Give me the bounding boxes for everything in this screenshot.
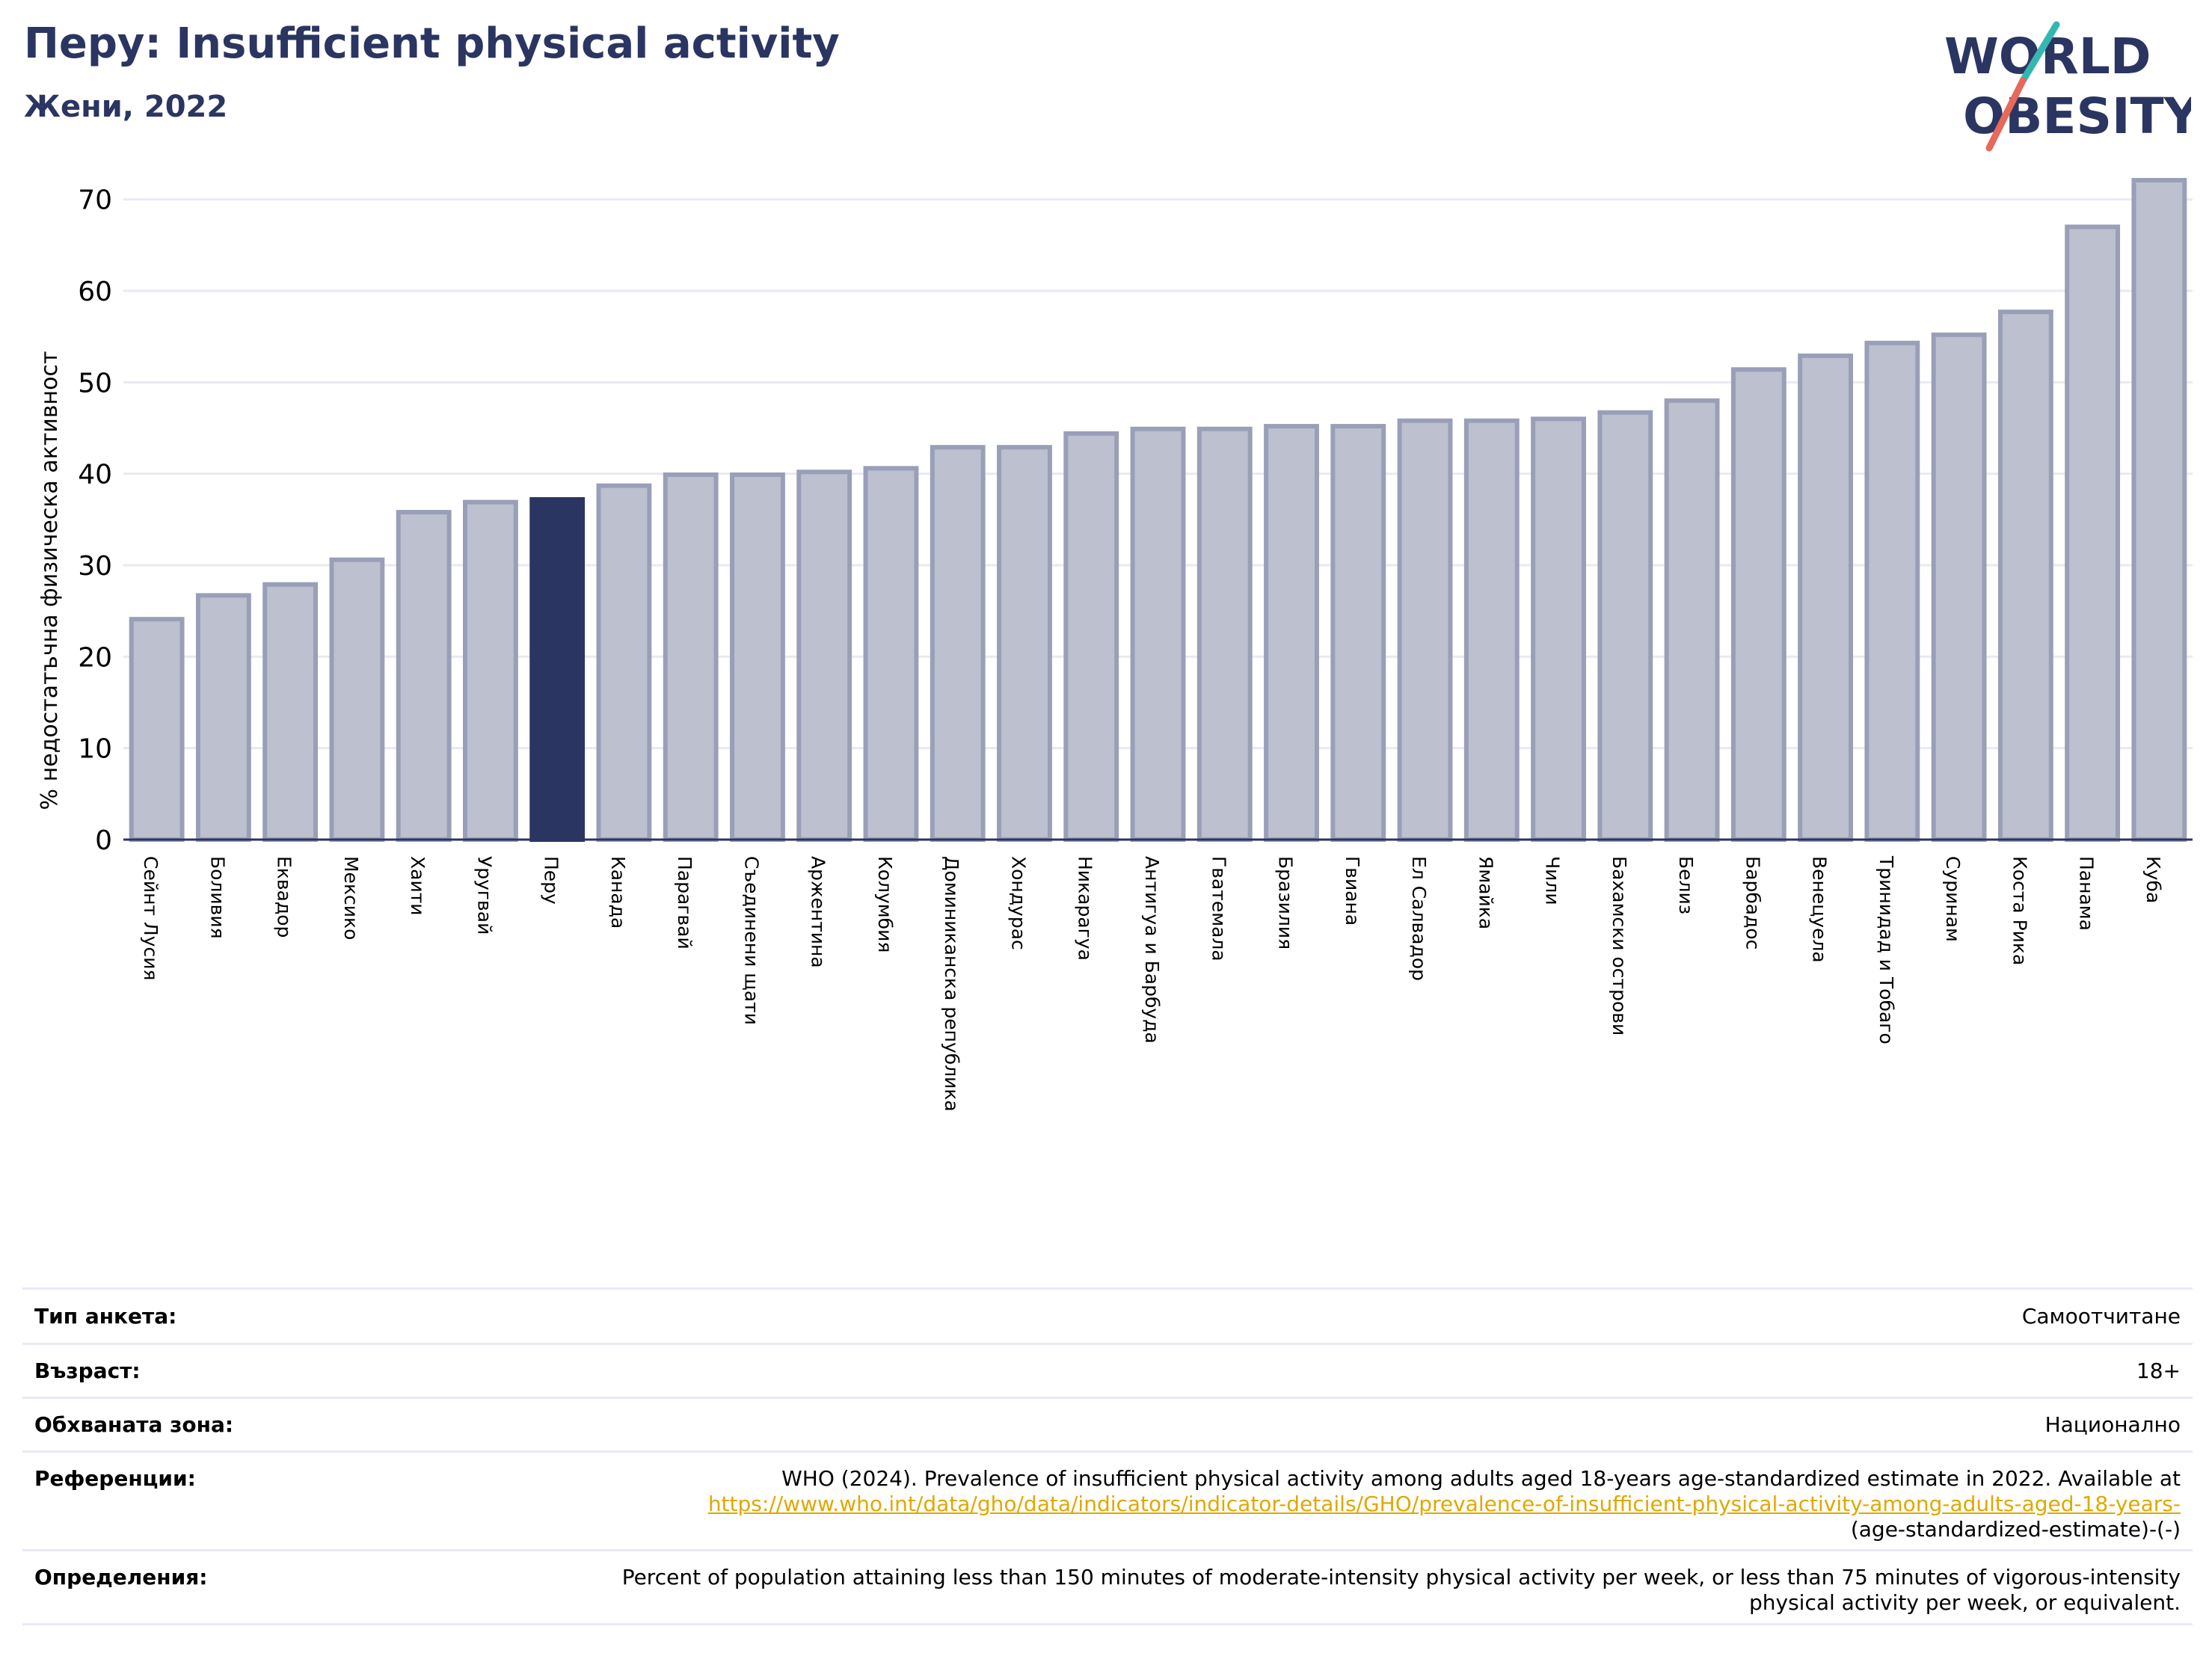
x-tick-label: Ел Салвадор <box>1408 856 1430 981</box>
x-tick-label: Гватемала <box>1208 856 1229 961</box>
info-row-references: Референции: WHO (2024). Prevalence of in… <box>22 1450 2193 1549</box>
y-axis-ticks: 0 10 20 30 40 50 60 70 <box>78 185 112 856</box>
info-value: Percent of population attaining less tha… <box>621 1565 2181 1615</box>
x-tick-label: Канада <box>607 856 629 929</box>
x-tick-label: Коста Рика <box>2009 856 2030 965</box>
bar <box>1196 426 1253 842</box>
x-tick-label: Бразилия <box>1275 856 1297 950</box>
x-tick-label: Хаити <box>407 856 428 916</box>
x-tick-label: Аржентина <box>808 856 829 968</box>
reference-text: WHO (2024). Prevalence of insufficient p… <box>781 1466 2181 1491</box>
x-tick-label: Антигуа и Барбуда <box>1141 856 1163 1044</box>
y-tick-label: 70 <box>78 185 112 216</box>
x-tick-label: Суринам <box>1942 856 1964 942</box>
y-tick-label: 10 <box>78 734 112 765</box>
info-row-survey-type: Тип анкета: Самоотчитане <box>22 1287 2193 1343</box>
info-value: WHO (2024). Prevalence of insufficient p… <box>708 1466 2181 1542</box>
x-tick-label: Колумбия <box>874 856 896 952</box>
bar <box>129 617 185 842</box>
x-tick-label: Гвиана <box>1342 856 1363 926</box>
info-label: Възраст: <box>34 1358 141 1383</box>
info-label: Обхваната зона: <box>34 1412 234 1437</box>
bar <box>1798 353 1853 843</box>
bar <box>463 499 518 843</box>
x-tick-label: Ямайка <box>1475 856 1496 929</box>
x-tick-label: Парагвай <box>674 856 695 950</box>
x-tick-label: Сейнт Лусия <box>140 856 162 981</box>
x-tick-label: Чили <box>1542 856 1564 905</box>
x-tick-label: Боливия <box>206 856 228 939</box>
info-value: 18+ <box>2136 1358 2181 1383</box>
x-tick-label: Доминиканска република <box>941 856 962 1112</box>
logo-line2: OBESITY <box>1963 87 2191 145</box>
y-axis-label: % недостатъчна физическа активност <box>37 351 63 810</box>
bar <box>863 466 919 842</box>
bar <box>1597 410 1653 842</box>
info-value: Самоотчитане <box>2021 1304 2181 1329</box>
x-tick-label: Перу <box>541 856 562 905</box>
info-label: Определения: <box>34 1565 208 1589</box>
y-tick-label: 60 <box>78 277 112 307</box>
bar <box>1931 332 1987 843</box>
x-tick-label: Съединени щати <box>740 856 762 1025</box>
y-tick-label: 50 <box>78 368 112 398</box>
x-tick-label: Уругвай <box>473 856 495 935</box>
bar <box>1864 340 1920 842</box>
bar <box>396 510 452 842</box>
x-tick-label: Хондурас <box>1007 856 1029 950</box>
bar <box>796 470 852 842</box>
world-obesity-logo: WORLD OBESITY <box>1944 21 2191 152</box>
info-label: Тип анкета: <box>34 1304 177 1329</box>
bar <box>930 445 986 842</box>
bar <box>1463 418 1520 842</box>
bar <box>1664 398 1720 842</box>
bar <box>1330 424 1386 842</box>
bar <box>195 593 251 842</box>
chart-subtitle: Жени, 2022 <box>24 90 228 124</box>
bar <box>997 445 1052 842</box>
bar <box>596 483 652 842</box>
bar <box>1730 367 1787 842</box>
x-axis-ticks: Сейнт Лусия Боливия Еквадор Мексико Хаити Уру… <box>140 855 2164 1112</box>
bar <box>1531 416 1586 842</box>
bar <box>663 472 719 842</box>
bar <box>2131 178 2187 842</box>
y-tick-label: 40 <box>78 460 112 490</box>
x-tick-label: Бахамски острови <box>1609 856 1630 1035</box>
info-label: Референции: <box>34 1466 196 1491</box>
x-tick-label: Белиз <box>1675 856 1697 914</box>
bar <box>730 472 785 842</box>
bars <box>129 178 2187 843</box>
bar <box>529 496 586 843</box>
x-tick-label: Панама <box>2076 856 2098 931</box>
y-tick-label: 0 <box>95 825 112 856</box>
bar <box>2065 224 2121 842</box>
x-tick-label: Никарагуа <box>1075 856 1096 961</box>
info-row-coverage: Обхваната зона: Национално <box>22 1397 2193 1450</box>
chart-title: Перу: Insufficient physical activity <box>24 19 840 68</box>
x-tick-label: Куба <box>2142 856 2164 903</box>
bar <box>1397 418 1453 842</box>
x-tick-label: Барбадос <box>1742 856 1763 950</box>
x-tick-label: Мексико <box>340 856 362 940</box>
reference-link[interactable]: https://www.who.int/data/gho/data/indica… <box>707 1492 2181 1516</box>
bar <box>1264 424 1319 842</box>
info-row-age: Възраст: 18+ <box>22 1343 2193 1397</box>
bar <box>1997 310 2053 842</box>
info-value: Национално <box>2044 1412 2181 1437</box>
y-tick-label: 30 <box>78 551 112 582</box>
bar <box>1063 431 1119 842</box>
bar-chart: 0 10 20 30 40 50 60 70 Сейнт Лусия Боливия Еквадо… <box>37 178 2193 1112</box>
info-row-definitions: Определения: Percent of population attai… <box>22 1549 2193 1625</box>
x-tick-label: Венецуела <box>1809 856 1831 963</box>
bar <box>1130 426 1186 842</box>
metadata-table: Тип анкета: Самоотчитане Възраст: 18+ Об… <box>22 1287 2193 1625</box>
bar <box>329 557 385 842</box>
y-tick-label: 20 <box>78 642 112 673</box>
x-tick-label: Тринидад и Тобаго <box>1875 855 1897 1044</box>
bar <box>262 582 319 843</box>
reference-text-after: (age-standardized-estimate)-(-) <box>1850 1517 2181 1542</box>
x-tick-label: Еквадор <box>274 856 295 938</box>
